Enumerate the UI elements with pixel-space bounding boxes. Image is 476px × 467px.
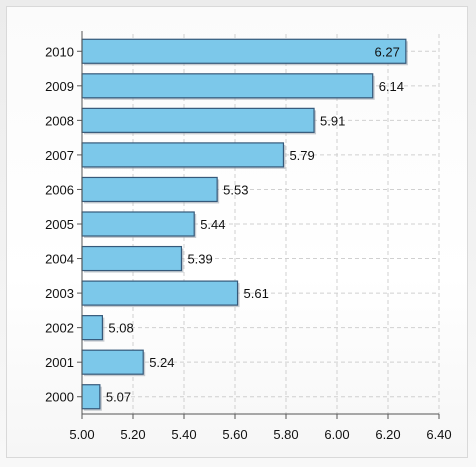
y-tick-label: 2002 xyxy=(45,321,74,336)
bar-2006 xyxy=(81,176,218,203)
value-label: 5.39 xyxy=(187,252,212,267)
y-tick-label: 2001 xyxy=(45,355,74,370)
labels: 5.00 5.20 5.40 5.60 5.80 6.00 6.20 6.40 2010 6.27… xyxy=(45,44,452,442)
bar-2004 xyxy=(81,245,183,272)
bar-2001 xyxy=(81,349,144,375)
value-label: 5.91 xyxy=(320,113,345,128)
bar-2008 xyxy=(81,107,315,133)
bar-2005 xyxy=(81,211,195,237)
value-label: 5.08 xyxy=(108,321,133,336)
bar-2010 xyxy=(81,38,407,64)
x-tick-label: 5.80 xyxy=(273,427,298,442)
value-label: 6.27 xyxy=(375,44,400,59)
bars xyxy=(81,38,408,411)
value-label: 5.24 xyxy=(149,355,174,370)
value-label: 5.53 xyxy=(223,182,248,197)
bar-2000 xyxy=(81,384,101,410)
y-tick-label: 2006 xyxy=(45,182,74,197)
axes xyxy=(77,31,440,419)
x-tick-label: 6.20 xyxy=(375,427,400,442)
x-tick-label: 5.60 xyxy=(222,427,247,442)
x-tick-label: 6.40 xyxy=(426,427,451,442)
y-tick-label: 2009 xyxy=(45,79,74,94)
y-tick-label: 2005 xyxy=(45,217,74,232)
value-label: 5.61 xyxy=(244,286,269,301)
value-label: 5.07 xyxy=(106,390,131,405)
y-tick-label: 2003 xyxy=(45,286,74,301)
y-tick-label: 2000 xyxy=(45,390,74,405)
chart-panel: 5.00 5.20 5.40 5.60 5.80 6.00 6.20 6.40 2010 6.27… xyxy=(6,6,468,458)
bar-chart: 5.00 5.20 5.40 5.60 5.80 6.00 6.20 6.40 2010 6.27… xyxy=(45,31,452,442)
bar-2002 xyxy=(81,315,103,341)
y-tick-label: 2004 xyxy=(45,252,74,267)
x-tick-label: 5.00 xyxy=(69,427,94,442)
bar-2009 xyxy=(81,73,374,99)
value-label: 5.44 xyxy=(200,217,225,232)
bar-2007 xyxy=(81,142,285,168)
y-tick-label: 2010 xyxy=(45,44,74,59)
x-tick-label: 6.00 xyxy=(324,427,349,442)
x-tick-label: 5.40 xyxy=(171,427,196,442)
y-tick-label: 2007 xyxy=(45,148,74,163)
x-tick-label: 5.20 xyxy=(120,427,145,442)
value-label: 5.79 xyxy=(289,148,314,163)
y-tick-label: 2008 xyxy=(45,113,74,128)
bar-2003 xyxy=(81,280,239,306)
value-label: 6.14 xyxy=(379,79,404,94)
